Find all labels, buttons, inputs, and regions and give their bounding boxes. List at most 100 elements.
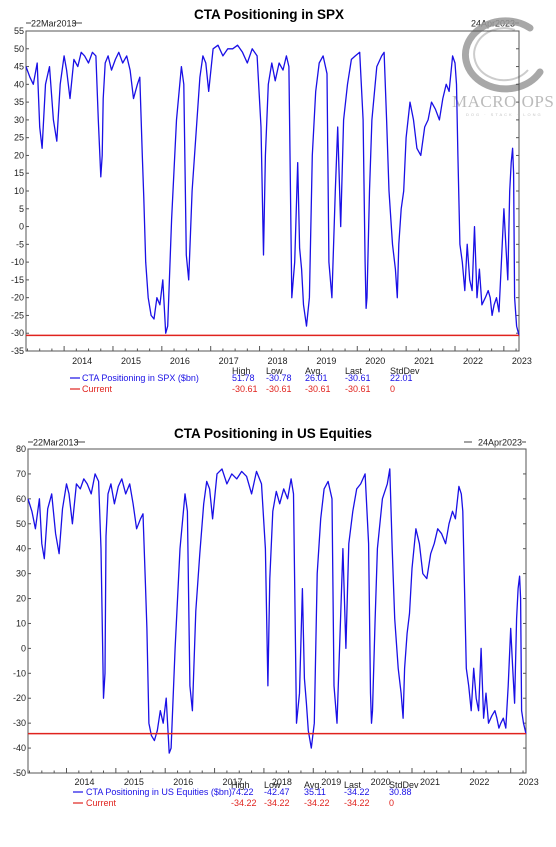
y-tick-label: 10	[16, 618, 26, 628]
legend-header: Low	[264, 780, 281, 790]
legend-stat-value: -34.22	[344, 798, 370, 808]
legend-header: Avg.	[304, 780, 322, 790]
chart-title: CTA Positioning in SPX	[194, 7, 344, 22]
legend-series-name: Current	[86, 798, 117, 808]
y-tick-label: 0	[19, 222, 24, 232]
legend-header: Last	[345, 366, 363, 376]
legend-stat-value: 51.78	[232, 373, 255, 383]
legend-stat-value: 30.88	[389, 787, 412, 797]
x-tick-label: 2019	[316, 356, 336, 366]
y-tick-label: 30	[14, 115, 24, 125]
legend-stat-value: -30.61	[305, 384, 331, 394]
x-tick-label: 2021	[420, 777, 440, 787]
legend-stat-value: -30.61	[345, 384, 371, 394]
legend-stat-value: -34.22	[231, 798, 257, 808]
x-tick-label: 2020	[365, 356, 385, 366]
y-tick-label: 60	[16, 494, 26, 504]
y-tick-label: -10	[11, 257, 24, 267]
y-tick-label: -30	[13, 718, 26, 728]
logo-text: MACRO OPS	[452, 92, 554, 111]
x-tick-label: 2015	[121, 356, 141, 366]
y-tick-label: 20	[14, 150, 24, 160]
y-tick-label: -15	[11, 275, 24, 285]
x-tick-label: 2021	[414, 356, 434, 366]
legend-series-name: CTA Positioning in SPX ($bn)	[82, 373, 199, 383]
start-date-label: 22Mar2013	[31, 19, 77, 29]
plot-area: -35 -30 -25 -20 -15 -10 -5 0 5 10 15 20 25 30 35 40 45 50…	[11, 26, 532, 366]
chart-panel-us-equities: CTA Positioning in US Equities 22Mar2013…	[0, 423, 556, 847]
legend-stat-value: -30.61	[232, 384, 258, 394]
y-tick-label: 10	[14, 186, 24, 196]
y-tick-label: 55	[14, 26, 24, 36]
y-tick-label: 25	[14, 133, 24, 143]
legend-header: High	[231, 780, 250, 790]
end-date-label: 24Apr2023	[478, 438, 522, 448]
legend-stat-value: -34.22	[264, 798, 290, 808]
y-tick-label: 30	[16, 569, 26, 579]
logo-swoosh	[461, 17, 544, 93]
y-tick-label: 0	[21, 643, 26, 653]
legend: High Low Avg. Last StdDev CTA Positioning in …	[73, 780, 419, 808]
legend-stat-value: 0	[390, 384, 395, 394]
legend-stat-value: -30.61	[345, 373, 371, 383]
x-tick-label: 2014	[74, 777, 94, 787]
x-tick-label: 2014	[72, 356, 92, 366]
y-tick-label: 50	[16, 519, 26, 529]
y-tick-label: 5	[19, 204, 24, 214]
legend-series-name: CTA Positioning in US Equities ($bn)	[86, 787, 232, 797]
legend-stat-value: -30.78	[266, 373, 292, 383]
x-tick-label: 2016	[170, 356, 190, 366]
y-tick-label: -20	[13, 693, 26, 703]
y-tick-label: -25	[11, 310, 24, 320]
series-line	[27, 468, 527, 754]
x-tick-label: 2020	[371, 777, 391, 787]
chart-us-equities: CTA Positioning in US Equities 22Mar2013…	[13, 426, 539, 808]
y-tick-label: 15	[14, 168, 24, 178]
x-tick-label: 2017	[223, 777, 243, 787]
plot-area: -50 -40 -30 -20 -10 0 10 20 30 40 50 60 70 80 2014 2015…	[13, 444, 539, 787]
legend-stat-value: 74.22	[231, 787, 254, 797]
legend-series-name: Current	[82, 384, 113, 394]
x-tick-label: 2022	[463, 356, 483, 366]
y-tick-label: -10	[13, 668, 26, 678]
plot-frame	[27, 448, 527, 774]
legend-stat-value: -34.22	[344, 787, 370, 797]
y-tick-label: 20	[16, 594, 26, 604]
chart-title: CTA Positioning in US Equities	[174, 426, 372, 441]
x-tick-label: 2019	[321, 777, 341, 787]
x-tick-label: 2023	[519, 777, 539, 787]
legend-header: High	[232, 366, 251, 376]
plot-frame	[25, 30, 520, 352]
y-tick-label: -35	[11, 346, 24, 356]
chart-panel-spx: CTA Positioning in SPX 22Mar2013 24Apr20…	[0, 0, 556, 420]
legend-stat-value: 22.01	[390, 373, 413, 383]
y-tick-label: 70	[16, 469, 26, 479]
y-tick-label: 80	[16, 444, 26, 454]
y-tick-label: 50	[14, 44, 24, 54]
logo-subtext: DOG · STACK · LONG	[466, 112, 543, 117]
y-tick-label: -50	[13, 768, 26, 778]
x-tick-label: 2018	[268, 356, 288, 366]
x-tick-label: 2017	[219, 356, 239, 366]
legend-stat-value: -34.22	[304, 798, 330, 808]
y-tick-label: 35	[14, 97, 24, 107]
x-tick-label: 2016	[173, 777, 193, 787]
logo-swoosh-inner	[473, 27, 529, 82]
y-tick-label: -30	[11, 328, 24, 338]
macro-ops-logo: MACRO OPS DOG · STACK · LONG	[452, 17, 554, 117]
y-tick-label: -40	[13, 743, 26, 753]
y-tick-label: 40	[14, 79, 24, 89]
x-tick-label: 2015	[124, 777, 144, 787]
legend-stat-value: 0	[389, 798, 394, 808]
legend-header: StdDev	[389, 780, 419, 790]
chart-spx: CTA Positioning in SPX 22Mar2013 24Apr20…	[11, 7, 554, 394]
x-tick-label: 2022	[469, 777, 489, 787]
legend-header: Last	[344, 780, 362, 790]
y-tick-label: 40	[16, 544, 26, 554]
start-date-label: 22Mar2013	[33, 438, 79, 448]
legend-stat-value: -30.61	[266, 384, 292, 394]
legend: High Low Avg. Last StdDev CTA Positioning in …	[70, 366, 420, 394]
legend-stat-value: 26.01	[305, 373, 328, 383]
legend-header: Avg.	[305, 366, 323, 376]
legend-stat-value: 35.11	[304, 787, 326, 797]
